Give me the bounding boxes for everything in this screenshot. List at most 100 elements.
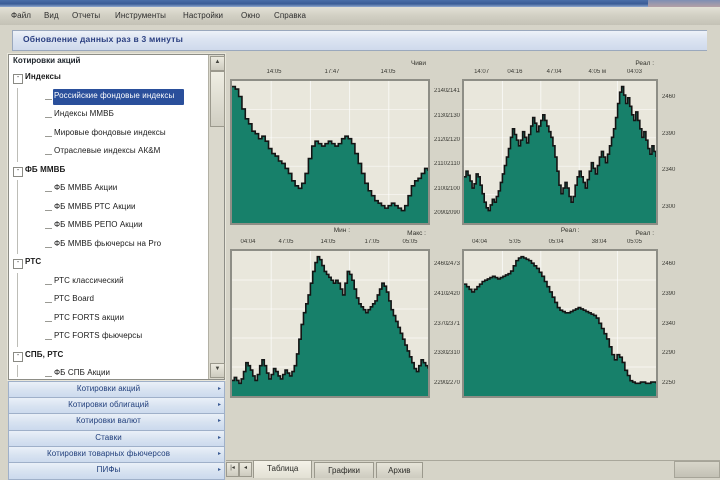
y-tick-label: 2090 <box>446 209 460 216</box>
tree-item-label: Мировые фондовые индексы <box>54 127 166 137</box>
tree-guide-line <box>17 328 18 347</box>
tree-item-7[interactable]: ФБ ММВБ РТС Акции <box>9 198 208 217</box>
tree-guide-tick <box>45 98 52 100</box>
menu-item-6[interactable]: Справка <box>274 11 307 20</box>
tree-item-15[interactable]: - СПБ, РТС <box>9 347 208 366</box>
tree-expander-icon[interactable]: - <box>13 74 23 84</box>
tree-item-8[interactable]: ФБ ММВБ РЕПО Акции <box>9 217 208 236</box>
menu-bar[interactable]: Файл Вид Отчеты Инструменты Настройки Окно Спр… <box>0 7 720 26</box>
y-tick-label: 2370 <box>434 320 448 327</box>
tab-графики[interactable]: Графики <box>314 462 374 478</box>
document-title-bar[interactable]: Обновление данных раз в 3 минуты <box>12 30 707 51</box>
tab-nav-first-button[interactable]: |◂ <box>226 462 239 477</box>
tree-item-label: Индексы ММВБ <box>54 109 114 118</box>
scrollbar-thumb[interactable] <box>210 71 225 127</box>
tree-item-1[interactable]: Российские фондовые индексы <box>9 87 208 106</box>
chart-x-axis: 04:04 5:05 05:04 38:04 05:05 <box>462 239 658 248</box>
tree-expander-icon[interactable]: - <box>13 259 23 269</box>
tree-guide-tick <box>45 191 52 192</box>
chevron-right-icon: ▸ <box>217 386 221 392</box>
chart-footer-label: Реал : <box>560 227 580 234</box>
x-tick-label: 05:05 <box>626 239 642 245</box>
tree-item-label: СПБ, РТС <box>25 349 64 359</box>
tree-item-label: ФБ ММВБ фьючерсы на Pro <box>54 238 162 248</box>
menu-item-0[interactable]: Файл <box>11 11 32 20</box>
chart-plot-area <box>230 249 430 398</box>
tree-item-label: РТС Board <box>54 294 95 303</box>
menu-item-1[interactable]: Вид <box>44 11 59 20</box>
tree-item-3[interactable]: Мировые фондовые индексы <box>9 124 208 143</box>
y-tick-label: 2410 <box>434 290 448 297</box>
tab-архив[interactable]: Архив <box>375 462 423 478</box>
chart-top-right[interactable]: Реал : Реал : 14:07 04:16 47:04 4:05 м 04:03 <box>462 60 658 234</box>
tree-guide-line <box>17 143 18 162</box>
y-tick-label: 2130 <box>446 112 460 119</box>
y-tick-label: 2390 <box>662 130 676 137</box>
tree-item-14[interactable]: РТС FORTS фьючерсы <box>9 328 208 347</box>
tab-таблица[interactable]: Таблица <box>253 460 313 478</box>
tree-scrollbar[interactable]: ▲ ▼ <box>208 55 225 379</box>
tree-item-9[interactable]: ФБ ММВБ фьючерсы на Pro <box>9 235 208 254</box>
tree-item-5[interactable]: - ФБ ММВБ <box>9 162 208 181</box>
tree-guide-tick <box>45 376 52 377</box>
x-tick-label: 38:04 <box>591 239 607 245</box>
chart-x-axis: 14:07 04:16 47:04 4:05 м 04:03 <box>462 69 658 78</box>
y-tick-label: 2460 <box>662 94 676 101</box>
chart-top-left[interactable]: Чиви Мин : 14:05 17:47 14:05 <box>230 60 430 234</box>
menu-item-2[interactable]: Отчеты <box>72 11 101 20</box>
tree-guide-line <box>17 124 18 143</box>
tree-guide-line <box>17 106 18 125</box>
tree-guide-line <box>17 198 18 217</box>
tabstrip-divider <box>226 460 720 461</box>
caption-right-segment <box>648 0 720 7</box>
tree-item-label: ФБ СПБ Акции <box>54 368 111 377</box>
chart-bottom-right[interactable]: Реал : 04:04 5:05 05:04 38:04 05:05 <box>462 230 658 398</box>
scrollbar-up-button[interactable]: ▲ <box>210 56 225 71</box>
tab-nav-prev-button[interactable]: ◂ <box>239 462 252 477</box>
tree-guide-tick <box>45 228 52 229</box>
y-tick-label: 2290 <box>434 380 448 387</box>
tree-item-label: Российские фондовые индексы <box>54 90 175 100</box>
menu-item-4[interactable]: Настройки <box>183 11 224 20</box>
tree-guide-line <box>17 235 18 254</box>
chevron-right-icon: ▸ <box>217 467 221 473</box>
tree-item-6[interactable]: ФБ ММВБ Акции <box>9 180 208 199</box>
y-tick-label: 2310 <box>446 350 460 357</box>
menu-item-3[interactable]: Инструменты <box>115 11 166 20</box>
y-tick-label: 2141 <box>446 88 460 95</box>
tree-item-0[interactable]: - Индексы <box>9 69 208 88</box>
scrollbar-down-button[interactable]: ▼ <box>210 363 225 378</box>
accordion-bar-5[interactable]: ПИФы ▸ <box>8 462 225 480</box>
tree-item-4[interactable]: Отраслевые индексы АК&М <box>9 143 208 162</box>
chart-bottom-left[interactable]: Макс : 04:04 47:05 14:05 17:05 05:05 <box>230 230 430 398</box>
y-tick-label: 2330 <box>434 350 448 357</box>
tree-item-label: РТС <box>25 257 42 266</box>
document-title-text: Обновление данных раз в 3 минуты <box>23 34 184 44</box>
tree-list[interactable]: - Индексы Российские фондовые индексы Индек… <box>9 69 208 377</box>
y-tick-label: 2140 <box>434 88 448 95</box>
y-tick-label: 2120 <box>434 136 448 143</box>
tree-guide-line <box>17 309 18 328</box>
tree-expander-icon[interactable]: - <box>13 166 23 177</box>
tree-guide-line <box>17 217 18 236</box>
bottom-tab-strip[interactable]: |◂ ◂ Таблица Графики Архив <box>226 460 720 480</box>
tree-expander-icon[interactable]: - <box>13 351 23 362</box>
tree-item-11[interactable]: РТС классический <box>9 272 208 291</box>
x-tick-label: 05:04 <box>548 239 564 245</box>
tree-item-2[interactable]: Индексы ММВБ <box>9 106 208 125</box>
tree-item-label: РТС FORTS акции <box>54 312 125 322</box>
tree-item-label: ФБ ММВБ <box>25 164 66 174</box>
accordion-label: Котировки облигаций <box>68 400 149 410</box>
chart-title: Чиви <box>410 60 426 67</box>
tree-guide-tick <box>45 135 52 137</box>
tree-item-10[interactable]: - РТС <box>9 254 208 273</box>
tree-item-12[interactable]: РТС Board <box>9 291 208 310</box>
tree-item-13[interactable]: РТС FORTS акции <box>9 309 208 328</box>
x-tick-label: 04:04 <box>240 239 256 245</box>
menu-item-5[interactable]: Окно <box>241 11 260 20</box>
x-tick-label: 17:05 <box>364 239 380 245</box>
tree-item-16[interactable]: ФБ СПБ Акции <box>9 365 208 377</box>
x-tick-label: 47:04 <box>546 69 562 75</box>
y-tick-label: 2100 <box>434 185 448 192</box>
